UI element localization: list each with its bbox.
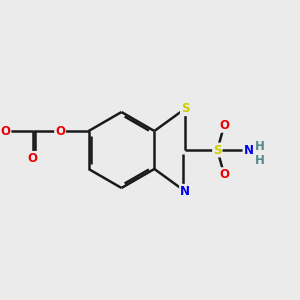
Text: O: O [219,119,229,132]
Text: O: O [55,124,65,137]
Text: N: N [244,143,254,157]
Text: H: H [255,154,265,167]
Text: O: O [28,152,38,165]
Text: O: O [219,168,229,181]
Text: S: S [213,143,222,157]
Text: S: S [181,102,189,115]
Text: O: O [1,124,10,137]
Text: H: H [255,140,265,154]
Text: N: N [180,185,190,198]
